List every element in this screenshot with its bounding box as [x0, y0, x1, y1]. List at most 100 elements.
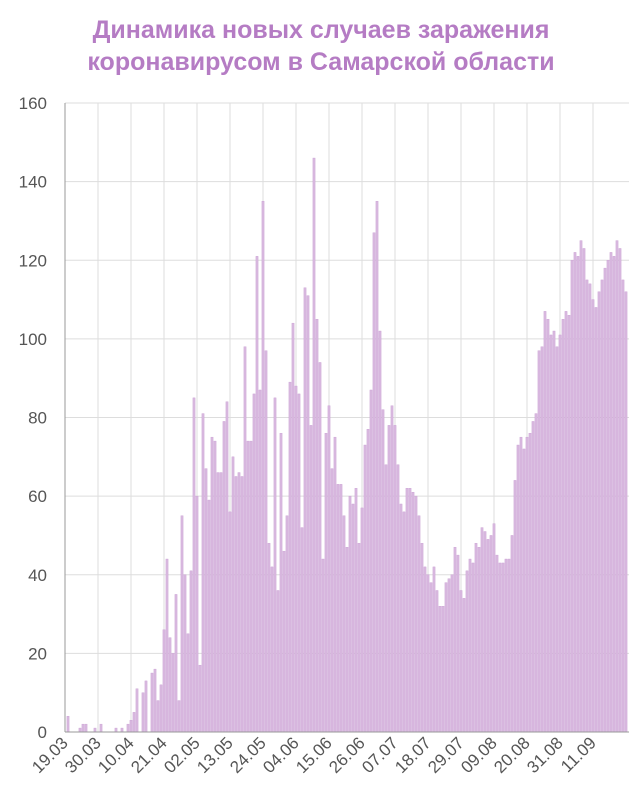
bar [600, 279, 604, 733]
chart-title: коронавирусом в Самарской области [87, 48, 554, 76]
bar [219, 472, 223, 733]
y-tick-label: 0 [38, 723, 47, 742]
x-tick-label: 07.07 [358, 733, 402, 777]
bar [264, 350, 268, 733]
bar [360, 507, 364, 733]
bar [387, 425, 391, 733]
bar [579, 240, 583, 733]
bar [477, 547, 481, 733]
chart-title: Динамика новых случаев заражения [93, 16, 550, 44]
bar [489, 535, 493, 733]
x-tick-label: 20.08 [490, 733, 534, 777]
bar [81, 723, 85, 733]
bar [195, 495, 199, 733]
x-tick-label: 19.03 [28, 733, 72, 777]
bar [558, 334, 562, 733]
bar [423, 566, 427, 733]
bar [594, 307, 598, 733]
x-tick-label: 24.05 [226, 733, 270, 777]
bar [234, 476, 238, 733]
y-tick-label: 60 [28, 487, 47, 506]
bar [417, 515, 421, 733]
bar [231, 456, 235, 733]
bar [171, 653, 175, 733]
x-tick-label: 31.08 [523, 733, 567, 777]
bar [513, 480, 517, 733]
bar [576, 256, 580, 733]
bar [618, 248, 622, 733]
bar [255, 256, 259, 733]
bar [516, 444, 520, 733]
bar [447, 578, 451, 733]
bar [546, 319, 550, 733]
bar [393, 425, 397, 733]
y-tick-label: 140 [19, 173, 47, 192]
bar [153, 668, 157, 733]
bar [249, 440, 253, 733]
bar [228, 511, 232, 733]
bar [345, 547, 349, 733]
bar [99, 723, 103, 733]
bar [159, 684, 163, 733]
bar [462, 598, 466, 733]
bar [498, 562, 502, 733]
bar [144, 680, 148, 733]
x-tick-label: 26.06 [325, 733, 369, 777]
bar [531, 421, 535, 733]
bar [162, 629, 166, 733]
x-tick-label: 02.05 [160, 733, 204, 777]
bar [348, 495, 352, 733]
bar [519, 436, 523, 733]
bar [522, 448, 526, 733]
bar [534, 413, 538, 733]
bar [93, 727, 97, 733]
bar [288, 381, 292, 733]
bar [177, 700, 181, 733]
bar [300, 527, 304, 733]
y-tick-label: 120 [19, 251, 47, 270]
x-tick-label: 13.05 [193, 733, 237, 777]
bar [339, 484, 343, 733]
bar [351, 503, 355, 733]
bar [525, 436, 529, 733]
bar [399, 503, 403, 733]
bar [210, 436, 214, 733]
x-tick-label: 09.08 [457, 733, 501, 777]
bar [381, 409, 385, 733]
bar [549, 334, 553, 733]
bar [198, 664, 202, 733]
bar [510, 535, 514, 733]
bar [216, 472, 220, 733]
bar [552, 330, 556, 733]
bar [624, 291, 628, 733]
bar [402, 511, 406, 733]
bar [495, 554, 499, 733]
bar [468, 558, 472, 733]
bar [282, 550, 286, 733]
bar [129, 720, 133, 733]
bar [84, 723, 88, 733]
y-tick-label: 20 [28, 644, 47, 663]
bar [246, 440, 250, 733]
bar [213, 440, 217, 733]
bar [615, 240, 619, 733]
bar [342, 515, 346, 733]
x-tick-label: 29.07 [424, 733, 468, 777]
bar [291, 322, 295, 733]
bar [336, 484, 340, 733]
x-tick-label: 10.04 [94, 733, 138, 777]
bar [606, 260, 610, 733]
bar [192, 397, 196, 733]
bar [453, 547, 457, 733]
bar [426, 574, 430, 733]
bar [384, 464, 388, 733]
bar [324, 433, 328, 733]
bar [582, 248, 586, 733]
bar [573, 252, 577, 733]
bar [261, 201, 265, 733]
bar [486, 539, 490, 733]
x-tick-label: 18.07 [391, 733, 435, 777]
x-tick-label: 15.06 [292, 733, 336, 777]
bar [312, 157, 316, 733]
